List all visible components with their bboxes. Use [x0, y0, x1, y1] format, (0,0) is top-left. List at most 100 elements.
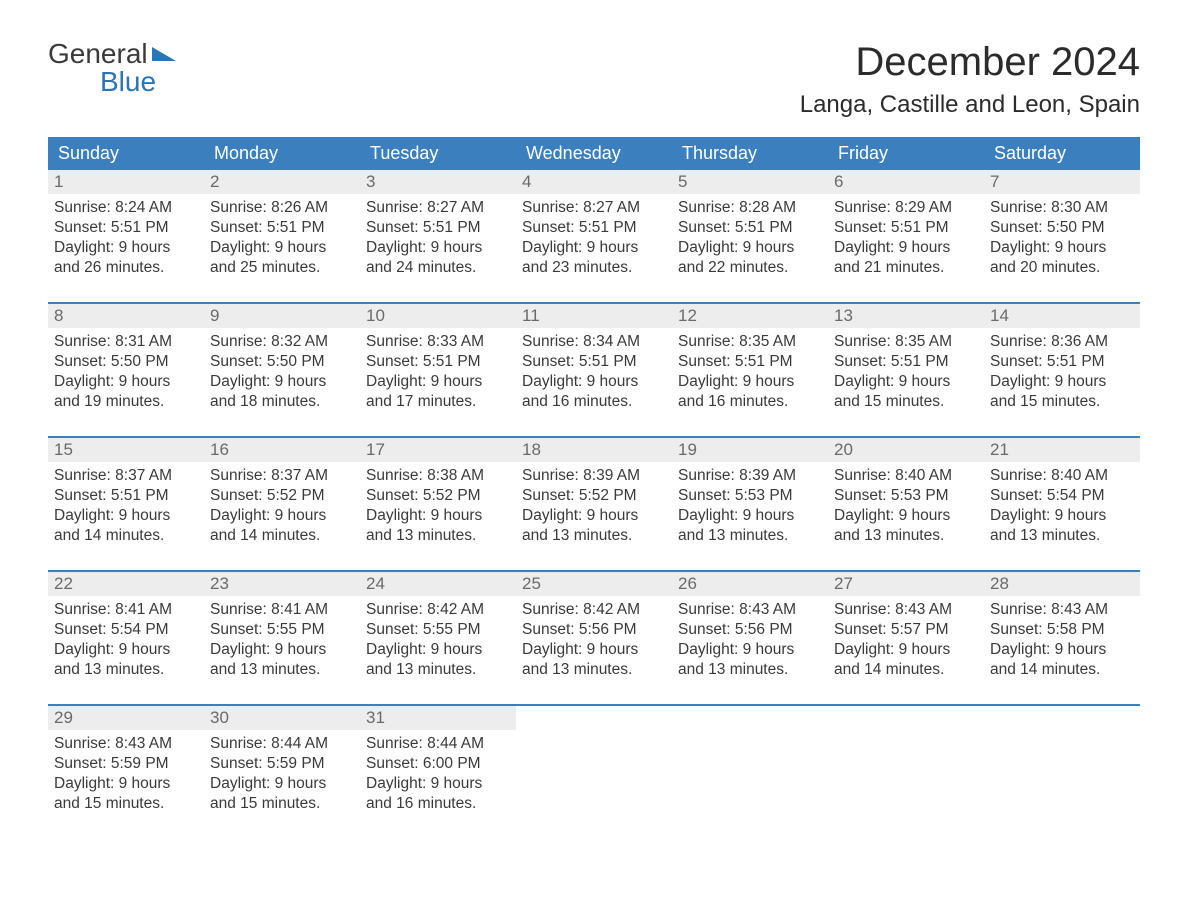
day-cell: 17Sunrise: 8:38 AMSunset: 5:52 PMDayligh…	[360, 438, 516, 556]
day-number: 22	[48, 572, 204, 596]
day-body: Sunrise: 8:26 AMSunset: 5:51 PMDaylight:…	[210, 198, 354, 279]
day-number: 8	[48, 304, 204, 328]
day-sunset: Sunset: 5:59 PM	[54, 754, 198, 774]
logo: General Blue	[48, 40, 176, 96]
day-cell: 11Sunrise: 8:34 AMSunset: 5:51 PMDayligh…	[516, 304, 672, 422]
day-dl1: Daylight: 9 hours	[210, 640, 354, 660]
day-dl1: Daylight: 9 hours	[366, 238, 510, 258]
day-dl1: Daylight: 9 hours	[834, 238, 978, 258]
day-sunset: Sunset: 5:51 PM	[54, 486, 198, 506]
day-cell: 1Sunrise: 8:24 AMSunset: 5:51 PMDaylight…	[48, 170, 204, 288]
day-dl2: and 14 minutes.	[834, 660, 978, 680]
day-body: Sunrise: 8:32 AMSunset: 5:50 PMDaylight:…	[210, 332, 354, 413]
weeks-container: 1Sunrise: 8:24 AMSunset: 5:51 PMDaylight…	[48, 170, 1140, 824]
day-sunrise: Sunrise: 8:44 AM	[366, 734, 510, 754]
day-sunrise: Sunrise: 8:39 AM	[678, 466, 822, 486]
day-body: Sunrise: 8:27 AMSunset: 5:51 PMDaylight:…	[522, 198, 666, 279]
day-cell	[984, 706, 1140, 824]
day-cell: 4Sunrise: 8:27 AMSunset: 5:51 PMDaylight…	[516, 170, 672, 288]
day-number: 17	[360, 438, 516, 462]
day-sunrise: Sunrise: 8:29 AM	[834, 198, 978, 218]
day-dl2: and 15 minutes.	[54, 794, 198, 814]
day-dl1: Daylight: 9 hours	[522, 640, 666, 660]
week-row: 8 Sunrise: 8:31 AMSunset: 5:50 PMDaylight…	[48, 302, 1140, 422]
day-sunrise: Sunrise: 8:27 AM	[522, 198, 666, 218]
day-dl1: Daylight: 9 hours	[54, 238, 198, 258]
day-body: Sunrise: 8:37 AMSunset: 5:51 PMDaylight:…	[54, 466, 198, 547]
day-dl2: and 16 minutes.	[522, 392, 666, 412]
day-number: 13	[828, 304, 984, 328]
day-sunset: Sunset: 5:51 PM	[678, 218, 822, 238]
day-dl2: and 13 minutes.	[678, 526, 822, 546]
day-cell: 9Sunrise: 8:32 AMSunset: 5:50 PMDaylight…	[204, 304, 360, 422]
day-number: 28	[984, 572, 1140, 596]
day-sunrise: Sunrise: 8:44 AM	[210, 734, 354, 754]
day-number: 20	[828, 438, 984, 462]
day-sunset: Sunset: 5:52 PM	[210, 486, 354, 506]
day-body: Sunrise: 8:40 AMSunset: 5:54 PMDaylight:…	[990, 466, 1134, 547]
day-cell: 29Sunrise: 8:43 AMSunset: 5:59 PMDayligh…	[48, 706, 204, 824]
day-sunset: Sunset: 5:51 PM	[210, 218, 354, 238]
day-body: Sunrise: 8:44 AMSunset: 5:59 PMDaylight:…	[210, 734, 354, 815]
day-body: Sunrise: 8:35 AMSunset: 5:51 PMDaylight:…	[834, 332, 978, 413]
day-dl2: and 16 minutes.	[366, 794, 510, 814]
day-dl1: Daylight: 9 hours	[834, 506, 978, 526]
day-dl2: and 15 minutes.	[834, 392, 978, 412]
day-dl2: and 13 minutes.	[210, 660, 354, 680]
day-body: Sunrise: 8:39 AMSunset: 5:53 PMDaylight:…	[678, 466, 822, 547]
day-sunset: Sunset: 5:52 PM	[366, 486, 510, 506]
day-cell	[672, 706, 828, 824]
day-body: Sunrise: 8:31 AMSunset: 5:50 PMDaylight:…	[54, 332, 198, 413]
day-cell: 19 Sunrise: 8:39 AMSunset: 5:53 PMDayligh…	[672, 438, 828, 556]
day-sunrise: Sunrise: 8:43 AM	[678, 600, 822, 620]
day-number: 14	[984, 304, 1140, 328]
day-cell	[828, 706, 984, 824]
day-dl1: Daylight: 9 hours	[522, 238, 666, 258]
day-number: 30	[204, 706, 360, 730]
day-dl2: and 20 minutes.	[990, 258, 1134, 278]
week-row: 22Sunrise: 8:41 AMSunset: 5:54 PMDayligh…	[48, 570, 1140, 690]
day-dl1: Daylight: 9 hours	[678, 506, 822, 526]
day-dl1: Daylight: 9 hours	[990, 372, 1134, 392]
day-number: 23	[204, 572, 360, 596]
day-body: Sunrise: 8:33 AMSunset: 5:51 PMDaylight:…	[366, 332, 510, 413]
day-body: Sunrise: 8:41 AMSunset: 5:55 PMDaylight:…	[210, 600, 354, 681]
day-body: Sunrise: 8:43 AMSunset: 5:58 PMDaylight:…	[990, 600, 1134, 681]
day-number: 25	[516, 572, 672, 596]
day-sunrise: Sunrise: 8:41 AM	[54, 600, 198, 620]
day-sunrise: Sunrise: 8:40 AM	[834, 466, 978, 486]
day-number: 19	[672, 438, 828, 462]
day-number: 3	[360, 170, 516, 194]
day-dl2: and 21 minutes.	[834, 258, 978, 278]
logo-triangle-icon	[152, 47, 176, 61]
logo-line1-text: General	[48, 40, 148, 68]
day-sunset: Sunset: 5:53 PM	[678, 486, 822, 506]
day-dl2: and 18 minutes.	[210, 392, 354, 412]
day-number: 12	[672, 304, 828, 328]
days-of-week-header: SundayMondayTuesdayWednesdayThursdayFrid…	[48, 137, 1140, 170]
day-sunset: Sunset: 5:51 PM	[522, 352, 666, 372]
day-sunset: Sunset: 5:58 PM	[990, 620, 1134, 640]
day-sunrise: Sunrise: 8:36 AM	[990, 332, 1134, 352]
day-dl2: and 19 minutes.	[54, 392, 198, 412]
day-dl1: Daylight: 9 hours	[678, 238, 822, 258]
day-sunrise: Sunrise: 8:38 AM	[366, 466, 510, 486]
day-cell: 28 Sunrise: 8:43 AMSunset: 5:58 PMDayligh…	[984, 572, 1140, 690]
day-sunset: Sunset: 5:51 PM	[366, 218, 510, 238]
day-number: 1	[48, 170, 204, 194]
day-dl1: Daylight: 9 hours	[366, 774, 510, 794]
day-sunrise: Sunrise: 8:42 AM	[366, 600, 510, 620]
day-dl2: and 17 minutes.	[366, 392, 510, 412]
day-body: Sunrise: 8:43 AMSunset: 5:59 PMDaylight:…	[54, 734, 198, 815]
dow-cell: Tuesday	[360, 137, 516, 170]
day-sunrise: Sunrise: 8:43 AM	[834, 600, 978, 620]
day-sunrise: Sunrise: 8:43 AM	[54, 734, 198, 754]
day-sunset: Sunset: 5:50 PM	[990, 218, 1134, 238]
day-dl2: and 14 minutes.	[54, 526, 198, 546]
dow-cell: Monday	[204, 137, 360, 170]
day-cell: 23 Sunrise: 8:41 AMSunset: 5:55 PMDayligh…	[204, 572, 360, 690]
day-dl2: and 14 minutes.	[990, 660, 1134, 680]
day-sunset: Sunset: 5:51 PM	[366, 352, 510, 372]
day-sunset: Sunset: 5:54 PM	[990, 486, 1134, 506]
day-dl2: and 13 minutes.	[990, 526, 1134, 546]
